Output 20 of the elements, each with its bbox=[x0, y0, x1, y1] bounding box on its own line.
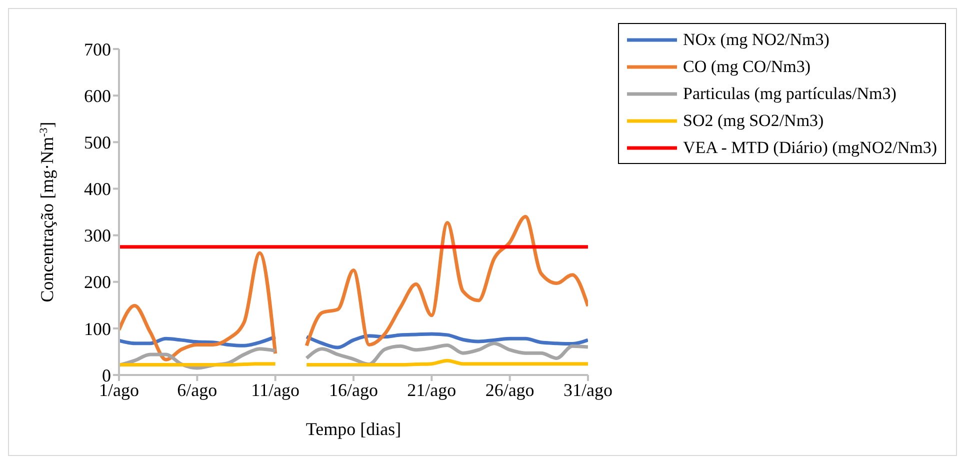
legend-label: Particulas (mg partículas/Nm3) bbox=[682, 84, 896, 104]
legend-label: CO (mg CO/Nm3) bbox=[682, 56, 810, 76]
y-tick-label: 300 bbox=[84, 226, 111, 246]
y-tick-label: 600 bbox=[84, 86, 111, 106]
y-tick-label: 200 bbox=[84, 272, 111, 292]
y-tick-label: 500 bbox=[84, 132, 111, 153]
x-tick-label: 21/ago bbox=[407, 380, 456, 400]
x-tick-label: 31/ago bbox=[563, 380, 612, 400]
x-tick-label: 11/ago bbox=[251, 380, 300, 400]
y-tick-label: 0 bbox=[102, 365, 111, 386]
x-axis-title: Tempo [dias] bbox=[306, 419, 402, 439]
y-tick-label: 400 bbox=[84, 179, 111, 200]
x-tick-label: 26/ago bbox=[485, 380, 534, 400]
legend-label: SO2 (mg SO2/Nm3) bbox=[682, 110, 824, 130]
legend-label: VEA - MTD (Diário) (mgNO2/Nm3) bbox=[682, 138, 937, 158]
x-tick-label: 6/ago bbox=[177, 380, 218, 400]
legend-label: NOx (mg NO2/Nm3) bbox=[682, 30, 830, 50]
y-tick-label: 700 bbox=[84, 39, 111, 60]
x-tick-label: 16/ago bbox=[328, 380, 378, 400]
y-tick-label: 100 bbox=[84, 318, 111, 339]
